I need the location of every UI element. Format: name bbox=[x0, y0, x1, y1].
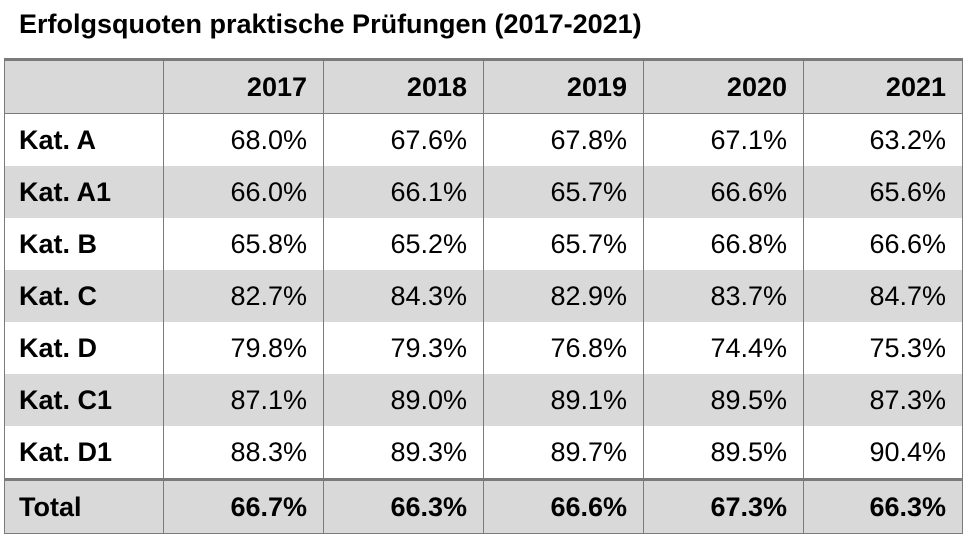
table-cell: 89.3% bbox=[323, 426, 484, 480]
table-cell: 89.0% bbox=[323, 374, 484, 426]
row-label: Kat. A1 bbox=[4, 166, 164, 218]
table-cell: 66.0% bbox=[163, 166, 324, 218]
table-cell: 66.3% bbox=[323, 478, 484, 534]
table-cell: 67.8% bbox=[483, 113, 644, 166]
table-cell: 65.7% bbox=[483, 218, 644, 270]
column-header-corner bbox=[4, 58, 164, 114]
header-row: 2017 2018 2019 2020 2021 bbox=[4, 58, 963, 114]
table-cell: 89.1% bbox=[483, 374, 644, 426]
row-label: Total bbox=[4, 478, 164, 534]
table-cell: 63.2% bbox=[803, 113, 963, 166]
row-label: Kat. B bbox=[4, 218, 164, 270]
column-header-2017: 2017 bbox=[163, 58, 324, 114]
table-cell: 65.8% bbox=[163, 218, 324, 270]
table-cell: 82.9% bbox=[483, 270, 644, 322]
table-cell: 66.7% bbox=[163, 478, 324, 534]
column-header-2018: 2018 bbox=[323, 58, 484, 114]
table-cell: 76.8% bbox=[483, 322, 644, 374]
table-row: Kat. D 79.8% 79.3% 76.8% 74.4% 75.3% bbox=[4, 322, 963, 374]
row-label: Kat. D bbox=[4, 322, 164, 374]
table-cell: 75.3% bbox=[803, 322, 963, 374]
table-cell: 79.8% bbox=[163, 322, 324, 374]
table-cell: 67.1% bbox=[643, 113, 804, 166]
table-row: Kat. C 82.7% 84.3% 82.9% 83.7% 84.7% bbox=[4, 270, 963, 322]
table-row: Kat. A1 66.0% 66.1% 65.7% 66.6% 65.6% bbox=[4, 166, 963, 218]
table-cell: 88.3% bbox=[163, 426, 324, 480]
table-cell: 89.7% bbox=[483, 426, 644, 480]
table-cell: 89.5% bbox=[643, 426, 804, 480]
row-label: Kat. C1 bbox=[4, 374, 164, 426]
table-cell: 82.7% bbox=[163, 270, 324, 322]
table-cell: 67.6% bbox=[323, 113, 484, 166]
table-title: Erfolgsquoten praktische Prüfungen (2017… bbox=[19, 9, 642, 39]
column-header-2020: 2020 bbox=[643, 58, 804, 114]
table-cell: 74.4% bbox=[643, 322, 804, 374]
table-cell: 66.6% bbox=[803, 218, 963, 270]
table-row: Kat. D1 88.3% 89.3% 89.7% 89.5% 90.4% bbox=[4, 426, 963, 480]
table-cell: 65.6% bbox=[803, 166, 963, 218]
table-cell: 66.6% bbox=[483, 478, 644, 534]
table-cell: 90.4% bbox=[803, 426, 963, 480]
table-cell: 65.2% bbox=[323, 218, 484, 270]
table-cell: 65.7% bbox=[483, 166, 644, 218]
table-row: Kat. A 68.0% 67.6% 67.8% 67.1% 63.2% bbox=[4, 113, 963, 166]
table-cell: 84.3% bbox=[323, 270, 484, 322]
success-rate-table: 2017 2018 2019 2020 2021 Kat. A 68.0% 67… bbox=[4, 58, 963, 534]
table-cell: 84.7% bbox=[803, 270, 963, 322]
table-cell: 66.1% bbox=[323, 166, 484, 218]
table-row: Kat. B 65.8% 65.2% 65.7% 66.8% 66.6% bbox=[4, 218, 963, 270]
table-cell: 67.3% bbox=[643, 478, 804, 534]
column-header-2021: 2021 bbox=[803, 58, 963, 114]
row-label: Kat. C bbox=[4, 270, 164, 322]
table-cell: 66.8% bbox=[643, 218, 804, 270]
table-cell: 66.6% bbox=[643, 166, 804, 218]
row-label: Kat. D1 bbox=[4, 426, 164, 480]
table-cell: 66.3% bbox=[803, 478, 963, 534]
column-header-2019: 2019 bbox=[483, 58, 644, 114]
table-row: Kat. C1 87.1% 89.0% 89.1% 89.5% 87.3% bbox=[4, 374, 963, 426]
row-label: Kat. A bbox=[4, 113, 164, 166]
table-cell: 89.5% bbox=[643, 374, 804, 426]
table-cell: 87.3% bbox=[803, 374, 963, 426]
table-cell: 87.1% bbox=[163, 374, 324, 426]
total-row: Total 66.7% 66.3% 66.6% 67.3% 66.3% bbox=[4, 478, 963, 534]
table-cell: 68.0% bbox=[163, 113, 324, 166]
table-cell: 79.3% bbox=[323, 322, 484, 374]
table-cell: 83.7% bbox=[643, 270, 804, 322]
